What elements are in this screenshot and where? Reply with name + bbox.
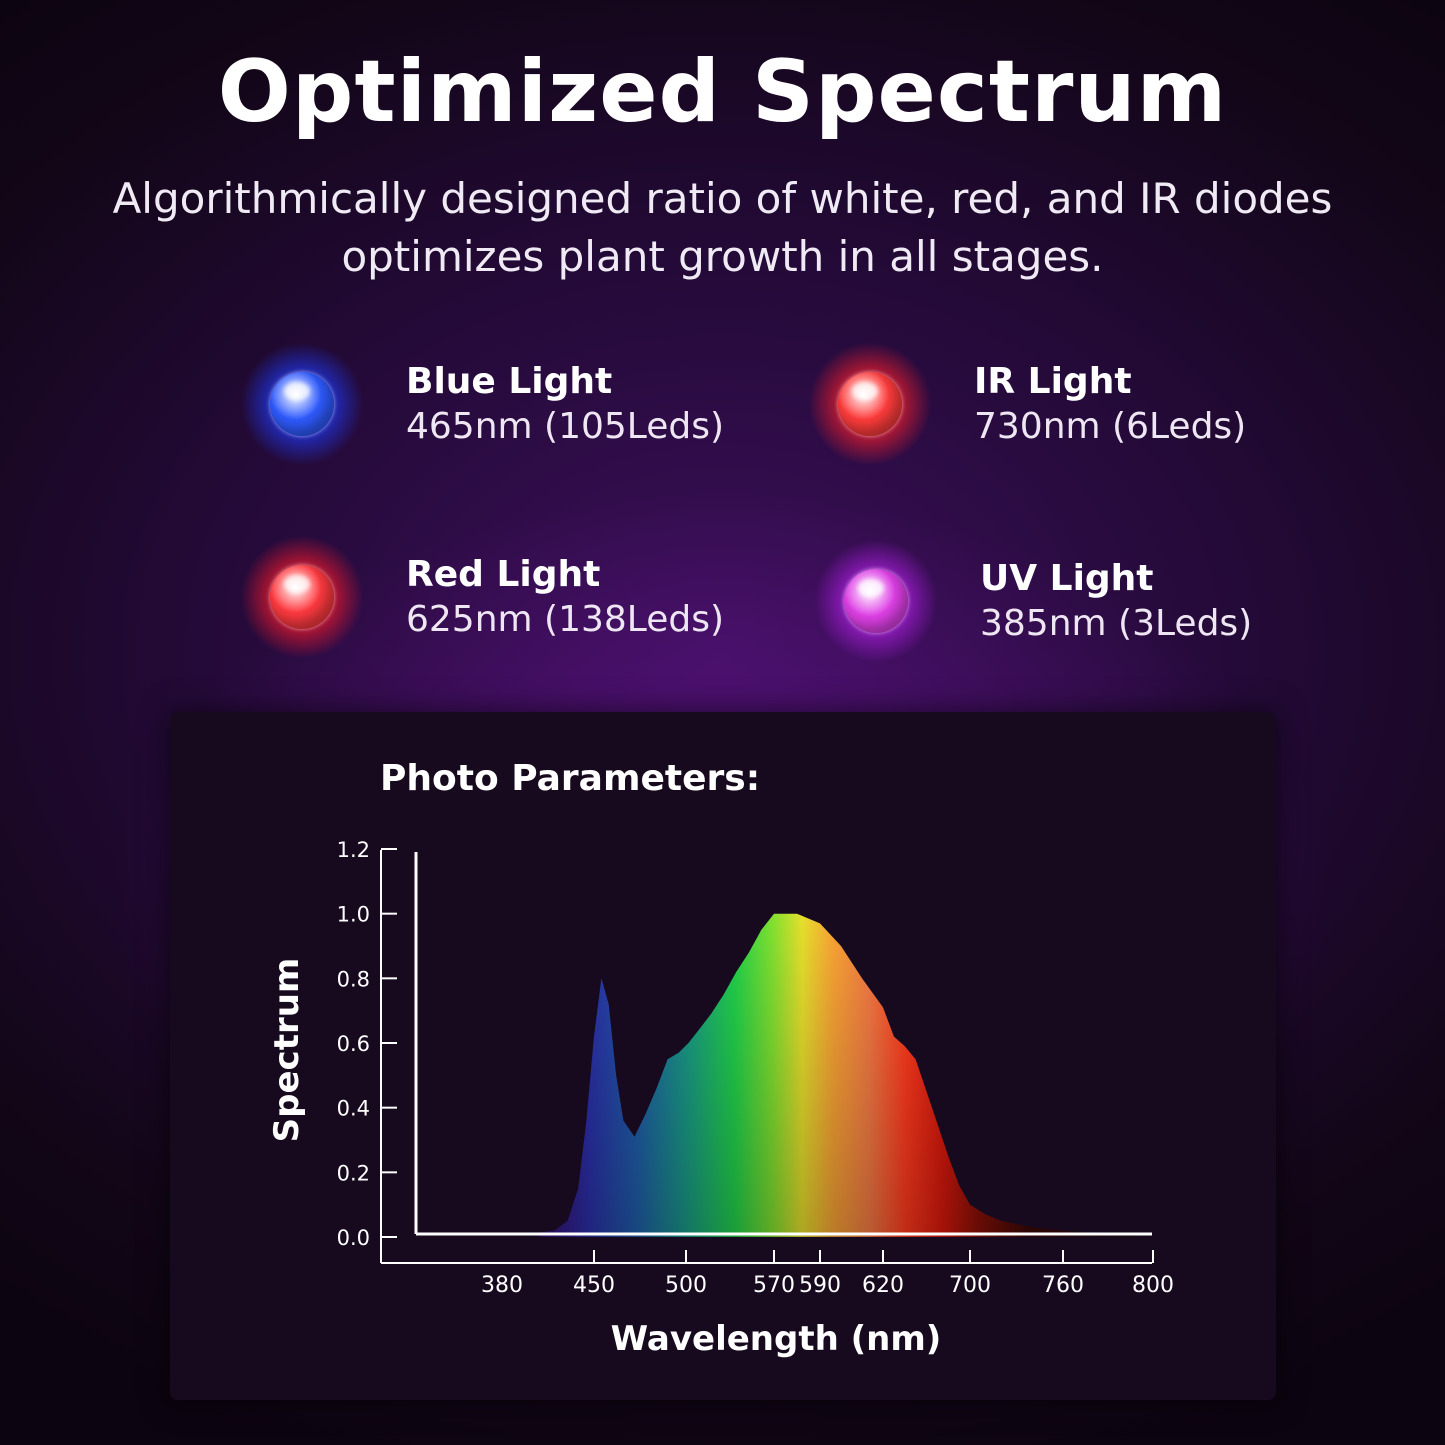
led-ir-light: IR Light 730nm (6Leds) bbox=[808, 342, 1247, 466]
led-name: Blue Light bbox=[406, 361, 613, 402]
y-tick-label: 1.2 bbox=[337, 838, 370, 862]
x-tick-label: 800 bbox=[1132, 1273, 1174, 1298]
blue-led-icon bbox=[240, 342, 364, 466]
panel-title: Photo Parameters: bbox=[380, 758, 761, 799]
led-spec: 385nm (3Leds) bbox=[980, 603, 1253, 644]
y-tick-label: 0.6 bbox=[337, 1032, 370, 1056]
y-tick-label: 0.2 bbox=[337, 1161, 370, 1185]
x-tick-label: 380 bbox=[481, 1273, 523, 1298]
led-spec: 465nm (105Leds) bbox=[406, 406, 725, 447]
red-led-icon bbox=[240, 535, 364, 659]
x-tick-label: 570 bbox=[753, 1273, 795, 1298]
subtitle: Algorithmically designed ratio of white,… bbox=[0, 170, 1445, 286]
led-spec: 730nm (6Leds) bbox=[974, 406, 1247, 447]
y-tick-label: 0.0 bbox=[337, 1226, 370, 1250]
subtitle-line-1: Algorithmically designed ratio of white,… bbox=[112, 174, 1333, 223]
x-tick-label: 590 bbox=[799, 1273, 841, 1298]
x-axis-label: Wavelength (nm) bbox=[611, 1319, 942, 1359]
x-tick-label: 500 bbox=[665, 1273, 707, 1298]
x-tick-label: 760 bbox=[1042, 1273, 1084, 1298]
uv-led-icon bbox=[814, 539, 938, 663]
led-red-light: Red Light 625nm (138Leds) bbox=[240, 535, 725, 659]
y-tick-label: 1.0 bbox=[337, 903, 370, 927]
led-name: UV Light bbox=[980, 558, 1154, 599]
ir-led-icon bbox=[808, 342, 932, 466]
y-axis-label: Spectrum bbox=[267, 958, 307, 1143]
led-name: IR Light bbox=[974, 361, 1132, 402]
x-tick-label: 450 bbox=[573, 1273, 615, 1298]
led-blue-light: Blue Light 465nm (105Leds) bbox=[240, 342, 725, 466]
y-tick-label: 0.4 bbox=[337, 1097, 370, 1121]
y-tick-label: 0.8 bbox=[337, 967, 370, 991]
spectrum-shade bbox=[528, 913, 1153, 1237]
subtitle-line-2: optimizes plant growth in all stages. bbox=[341, 232, 1104, 281]
led-name: Red Light bbox=[406, 554, 601, 595]
led-spec: 625nm (138Leds) bbox=[406, 599, 725, 640]
page-title: Optimized Spectrum bbox=[217, 42, 1228, 142]
led-uv-light: UV Light 385nm (3Leds) bbox=[814, 539, 1253, 663]
x-tick-label: 700 bbox=[949, 1273, 991, 1298]
x-tick-label: 620 bbox=[862, 1273, 904, 1298]
